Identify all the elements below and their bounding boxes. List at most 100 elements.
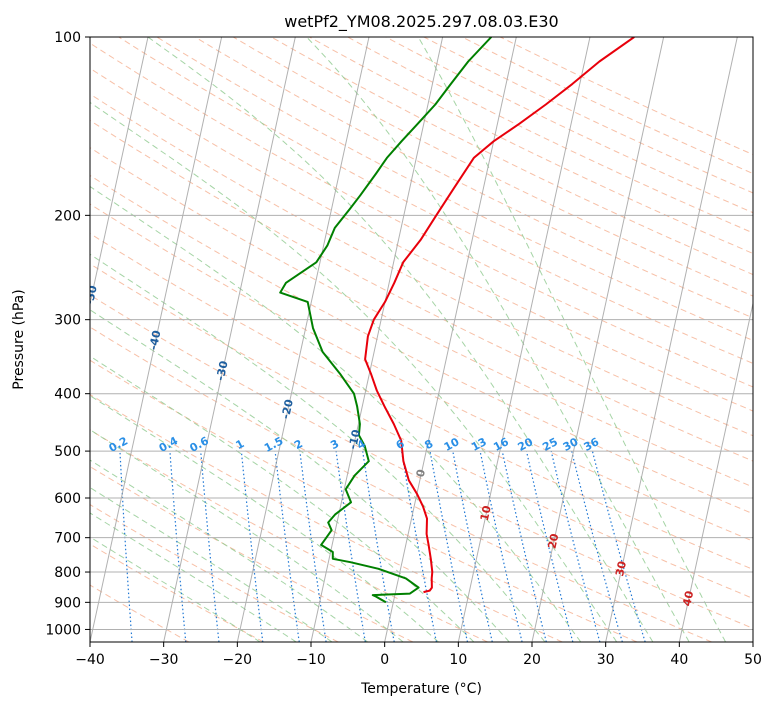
profile-series: [279, 37, 635, 604]
isotherm-line: [678, 301, 753, 642]
dry-adiabat-line: [90, 93, 753, 437]
mixing-ratio-line: [274, 451, 300, 642]
mixing-ratio-line: [299, 451, 327, 642]
y-tick-label: 600: [54, 491, 81, 507]
y-tick-label: 200: [54, 208, 81, 224]
dry-adiabat-line: [90, 466, 414, 642]
mixing-ratio-label: 13: [469, 435, 489, 454]
x-tick-label: 10: [449, 652, 467, 668]
x-tick-label: 0: [380, 652, 389, 668]
isotherm-line: [605, 37, 738, 642]
mixing-ratio-line: [452, 450, 493, 642]
moist-adiabat-line: [147, 37, 654, 642]
isotherm-label: -20: [279, 398, 296, 421]
dry-adiabat-line: [118, 37, 753, 364]
y-axis: 1000 900 800 700 600 500 400 300 200 100: [45, 30, 90, 638]
isotherm-label: -30: [214, 359, 231, 382]
isotherms: [90, 37, 753, 642]
moist-adiabat-line: [90, 395, 439, 642]
moist-adiabat-line: [417, 37, 727, 642]
y-tick-label: 300: [54, 313, 81, 329]
dry-adiabat-line: [90, 359, 638, 642]
x-tick-label: −10: [296, 652, 326, 668]
dry-adiabat-line: [90, 263, 753, 599]
moist-adiabats: [90, 37, 727, 642]
y-tick-label: 500: [54, 444, 81, 460]
y-tick-label: 1000: [45, 622, 81, 638]
mixing-ratio-line: [571, 450, 623, 642]
dry-adiabat-line: [90, 294, 753, 629]
temperature-profile-line: [364, 37, 635, 594]
mixing-ratio-label: 36: [582, 435, 602, 454]
isotherm-line: [384, 37, 517, 642]
isotherm-label: 30: [613, 559, 629, 577]
mixing-ratio-label: 25: [540, 435, 560, 454]
mixing-ratio-label: 30: [561, 435, 581, 454]
isotherm-label: 20: [545, 532, 561, 550]
isotherm-line: [236, 37, 370, 642]
x-axis-title: Temperature (°C): [360, 681, 482, 697]
mixing-ratio-line: [550, 450, 601, 642]
dry-adiabat-line: [90, 174, 753, 515]
isotherm-line: [90, 37, 223, 642]
isotherm-label: -40: [147, 329, 164, 352]
chart-title: wetPf2_YM08.2025.297.08.03.E30: [284, 12, 558, 32]
x-tick-label: 20: [523, 652, 541, 668]
mixing-ratio-lines: [119, 450, 646, 642]
mixing-ratio-label: 20: [516, 435, 536, 454]
mixing-ratio-line: [200, 451, 220, 642]
moist-adiabat-line: [306, 37, 690, 642]
dry-adiabat-line: [156, 37, 753, 342]
moist-adiabat-line: [90, 253, 546, 642]
x-tick-label: 40: [670, 652, 688, 668]
dry-adiabat-line: [90, 67, 753, 412]
moist-adiabat-line: [90, 185, 582, 642]
x-tick-label: 30: [597, 652, 615, 668]
mixing-ratio-line: [429, 451, 469, 642]
isotherm-label: -10: [346, 428, 363, 451]
mixing-ratio-line: [169, 451, 187, 642]
moist-adiabat-line: [90, 459, 368, 642]
dry-adiabat-line: [90, 326, 712, 642]
mixing-ratio-line: [240, 451, 264, 642]
y-tick-label: 100: [54, 30, 81, 46]
y-tick-label: 400: [54, 387, 81, 403]
pressure-gridlines: [90, 37, 753, 630]
mixing-ratio-line: [501, 450, 547, 642]
mixing-ratio-line: [335, 451, 366, 642]
y-tick-label: 700: [54, 531, 81, 547]
mixing-ratio-label: 10: [442, 435, 462, 454]
isotherm-label: 0: [414, 468, 428, 479]
isotherm-line: [531, 37, 665, 642]
isotherm-line: [90, 37, 149, 306]
isotherm-line: [457, 37, 591, 642]
isotherm-label: -50: [83, 284, 100, 307]
dry-adiabats: [90, 37, 753, 642]
isotherm-label: 40: [680, 589, 696, 607]
mixing-ratio-label: 16: [491, 435, 511, 454]
x-tick-label: −30: [149, 652, 179, 668]
x-axis: −40 −30 −20 −10 0 10 20 30 40 50: [75, 642, 762, 668]
dry-adiabat-line: [90, 203, 753, 542]
isotherm-label: 10: [478, 504, 494, 522]
moist-adiabat-line: [90, 355, 475, 642]
dry-adiabat-line: [90, 504, 339, 642]
dry-adiabat-line: [232, 37, 753, 297]
y-axis-title: Pressure (hPa): [11, 289, 27, 389]
x-tick-label: −40: [75, 652, 105, 668]
isotherm-line: [310, 37, 444, 642]
dry-adiabat-line: [90, 232, 753, 570]
dewpoint-profile-line: [279, 37, 493, 604]
moist-adiabat-line: [90, 487, 333, 642]
moist-adiabat-line: [90, 429, 404, 642]
dry-adiabat-line: [90, 584, 190, 642]
moist-adiabat-line: [90, 101, 618, 642]
plot-frame: [89, 36, 754, 643]
y-tick-label: 900: [54, 595, 81, 611]
x-tick-label: −20: [223, 652, 253, 668]
dry-adiabat-line: [90, 393, 563, 642]
plot-area: -100-90-80-70-60-50-40-30-20-10010203040…: [83, 37, 753, 642]
y-tick-label: 800: [54, 565, 81, 581]
x-tick-label: 50: [744, 652, 762, 668]
